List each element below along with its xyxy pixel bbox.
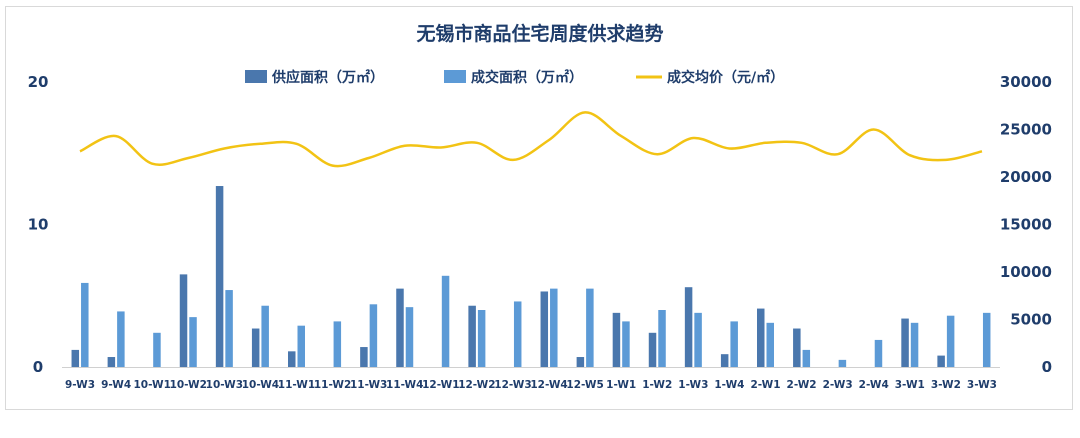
bar-deal	[910, 322, 919, 367]
x-axis: 9-W3 9-W4 10-W110-W210-W310-W411-W111-W211…	[62, 367, 1000, 391]
bar-deal	[802, 349, 811, 367]
x-tick-label: 1-W4	[714, 379, 744, 391]
bar-deal	[405, 307, 414, 367]
bar-deal	[477, 310, 486, 367]
x-tick-label: 12-W3	[494, 379, 531, 391]
y-axis-left: 0 10 20	[28, 73, 49, 376]
x-tick-label: 2-W1	[750, 379, 780, 391]
bar-deal	[261, 305, 269, 367]
y-axis-right: 0 5000 10000 15000 20000 25000 30000	[1000, 73, 1052, 376]
x-tick-label: 2-W2	[787, 379, 817, 391]
bar-supply	[540, 291, 549, 367]
chart-title: 无锡市商品住宅周度供求趋势	[416, 22, 663, 45]
x-tick-label: 12-W2	[458, 379, 495, 391]
bar-supply	[396, 288, 404, 367]
bar-deal	[730, 321, 738, 367]
x-tick-label: 9-W3	[65, 379, 95, 391]
legend-label-price: 成交均价（元/㎡）	[667, 69, 784, 86]
y-right-tick-label: 0	[1042, 358, 1052, 376]
x-tick-label: 12-W5	[566, 379, 603, 391]
x-tick-label: 1-W1	[606, 379, 636, 391]
y-left-tick-label: 20	[28, 73, 49, 91]
x-tick-label: 1-W3	[678, 379, 708, 391]
bar-deal	[982, 312, 991, 367]
bar-supply	[757, 308, 765, 367]
x-tick-label: 1-W2	[642, 379, 672, 391]
bar-supply	[901, 318, 909, 367]
bar-deal	[874, 339, 883, 367]
bar-deal	[838, 359, 847, 367]
bar-deal	[117, 311, 125, 367]
x-tick-label: 10-W4	[242, 379, 279, 391]
bar-supply	[648, 332, 657, 367]
legend-label-supply: 供应面积（万㎡）	[271, 69, 384, 86]
y-right-tick-label: 25000	[1000, 121, 1052, 139]
x-tick-label: 9-W4	[101, 379, 131, 391]
x-tick-label: 11-W4	[386, 379, 423, 391]
bar-supply	[71, 349, 80, 367]
legend-label-deal: 成交面积（万㎡）	[471, 69, 583, 86]
y-right-tick-label: 20000	[1000, 168, 1052, 186]
bar-deal	[225, 290, 233, 367]
bar-supply	[576, 357, 585, 367]
bar-deal	[766, 322, 774, 367]
x-tick-label: 11-W3	[350, 379, 387, 391]
bar-supply	[937, 355, 945, 367]
bar-deal	[333, 321, 342, 367]
bar-supply	[107, 357, 116, 367]
x-tick-label: 11-W1	[278, 379, 315, 391]
y-right-tick-label: 10000	[1000, 263, 1052, 281]
legend: 供应面积（万㎡） 成交面积（万㎡） 成交均价（元/㎡）	[245, 69, 784, 86]
bar-deal	[189, 317, 197, 367]
x-tick-label: 2-W3	[823, 379, 853, 391]
x-tick-label: 11-W2	[314, 379, 351, 391]
bar-supply	[215, 186, 224, 367]
bar-deal	[622, 321, 630, 367]
y-left-tick-label: 0	[33, 358, 43, 376]
bar-deal	[369, 304, 378, 367]
x-tick-label: 2-W4	[859, 379, 889, 391]
price-line-layer	[79, 111, 983, 168]
bar-deal	[586, 288, 594, 367]
bar-supply	[793, 328, 801, 367]
y-left-tick-label: 10	[28, 216, 49, 234]
bar-deal	[946, 315, 955, 367]
x-tick-label: 12-W4	[530, 379, 567, 391]
x-tick-label: 3-W1	[895, 379, 925, 391]
bar-deal	[550, 288, 558, 367]
bar-supply	[468, 305, 476, 367]
x-tick-label: 3-W2	[931, 379, 961, 391]
bar-supply	[684, 287, 693, 367]
x-tick-label: 12-W1	[422, 379, 459, 391]
bar-deal	[153, 332, 161, 367]
bar-deal	[694, 312, 702, 367]
bar-layer	[71, 186, 991, 367]
y-right-tick-label: 30000	[1000, 73, 1052, 91]
x-tick-label: 10-W2	[170, 379, 207, 391]
bar-supply	[251, 328, 260, 367]
bar-supply	[179, 274, 188, 367]
bar-supply	[612, 312, 621, 367]
bar-supply	[360, 347, 368, 367]
x-tick-label: 10-W1	[133, 379, 170, 391]
price-line	[79, 111, 983, 168]
bar-supply	[720, 354, 729, 367]
x-tick-label: 10-W3	[206, 379, 243, 391]
legend-swatch-deal	[444, 70, 466, 83]
legend-swatch-supply	[245, 70, 267, 83]
bar-deal	[297, 325, 305, 367]
y-right-tick-label: 5000	[1010, 311, 1052, 329]
y-right-tick-label: 15000	[1000, 216, 1052, 234]
bar-deal	[81, 282, 89, 367]
bar-deal	[441, 275, 450, 367]
bar-supply	[288, 351, 296, 367]
x-tick-label: 3-W3	[967, 379, 997, 391]
bar-deal	[513, 301, 522, 367]
bar-deal	[658, 310, 666, 367]
